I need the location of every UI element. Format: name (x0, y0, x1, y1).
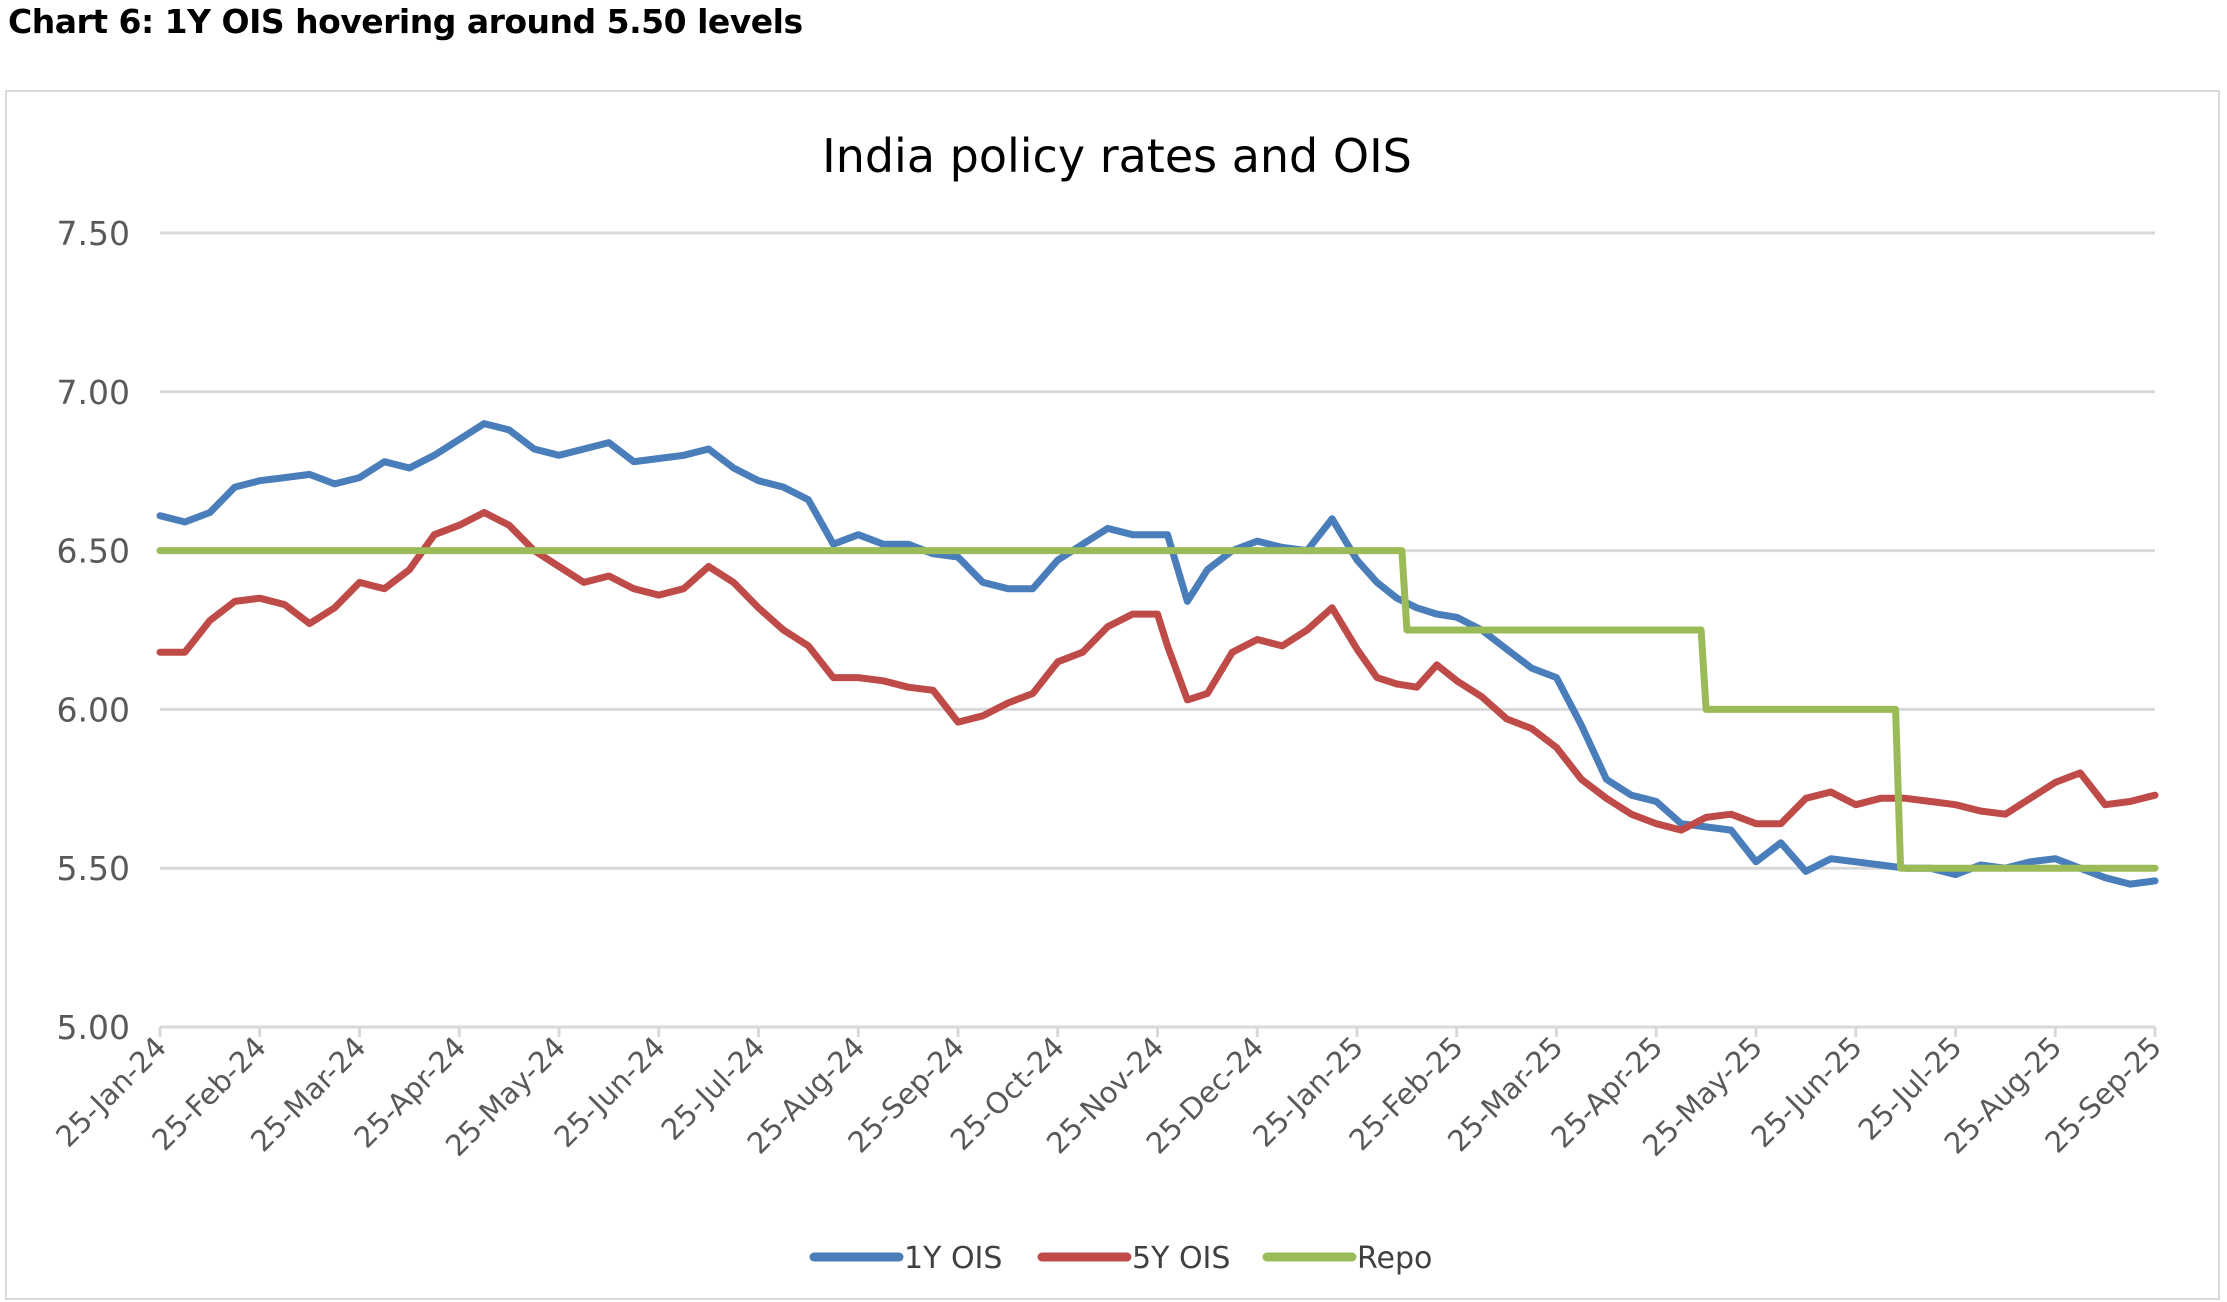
series-line-1y-ois (156, 420, 2159, 888)
legend-label: 1Y OIS (904, 1241, 1002, 1276)
series-lines (156, 420, 2159, 888)
y-tick-label: 5.00 (57, 1008, 130, 1047)
gridlines (160, 231, 2155, 1029)
legend-label: 5Y OIS (1132, 1241, 1230, 1276)
y-tick-label: 5.50 (57, 849, 130, 888)
series-line-repo (156, 547, 2159, 872)
series-line-5y-ois (156, 509, 2159, 834)
y-tick-label: 7.50 (57, 214, 130, 253)
y-tick-label: 6.50 (57, 532, 130, 571)
chart-area: India policy rates and OIS 7.50 7.00 6.50 6… (5, 90, 2220, 1300)
chart-title: India policy rates and OIS (822, 129, 1412, 183)
line-chart: India policy rates and OIS 7.50 7.00 6.50 6… (49, 129, 2168, 1276)
x-axis: 25-Jan-2425-Feb-2425-Mar-2425-Apr-2425-M… (49, 1027, 2168, 1163)
figure-caption: Chart 6: 1Y OIS hovering around 5.50 lev… (8, 2, 803, 41)
y-tick-label: 7.00 (57, 373, 130, 412)
y-tick-label: 6.00 (57, 690, 130, 729)
y-axis-labels: 7.50 7.00 6.50 6.00 5.50 5.00 (57, 214, 130, 1047)
legend: 1Y OIS 5Y OIS Repo (809, 1241, 1432, 1276)
legend-label: Repo (1357, 1241, 1432, 1276)
